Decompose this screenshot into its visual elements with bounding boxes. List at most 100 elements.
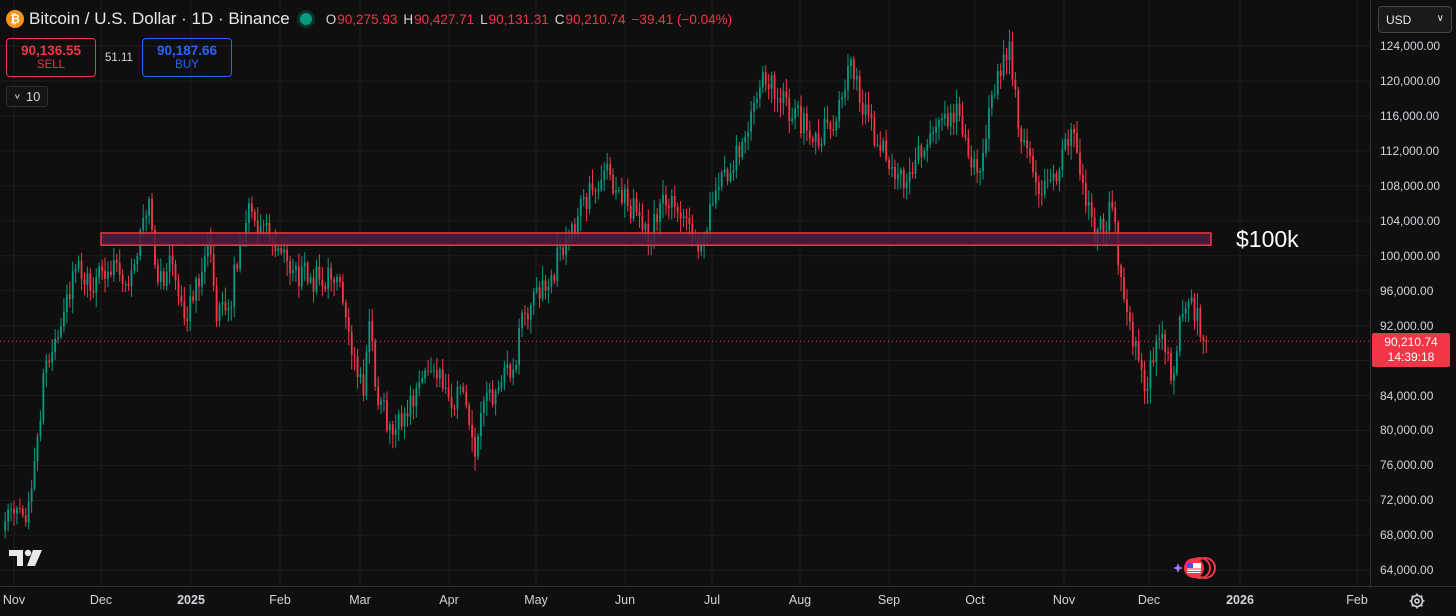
- candle-body: [1126, 299, 1128, 313]
- candle-body: [1187, 302, 1190, 309]
- candle: [926, 138, 929, 163]
- currency-selector[interactable]: USD ∨: [1378, 6, 1452, 33]
- candle: [758, 79, 761, 108]
- candle: [1108, 191, 1111, 240]
- candle-body: [665, 194, 667, 206]
- candle-body: [1090, 202, 1093, 218]
- candle-body: [1032, 156, 1034, 172]
- candle: [952, 103, 955, 135]
- candle-body: [89, 273, 92, 291]
- last-price-tag: 90,210.74 14:39:18: [1372, 333, 1450, 367]
- order-quantity-dropdown[interactable]: ∨ 10: [6, 86, 48, 107]
- time-tick-label: Dec: [89, 593, 113, 607]
- candle-body: [623, 188, 626, 203]
- support-resistance-zone-100k[interactable]: [100, 232, 1212, 246]
- candle-body: [359, 374, 362, 378]
- candle-body: [250, 203, 253, 212]
- price-tick-label: 112,000.00: [1380, 143, 1440, 158]
- candle-body: [753, 102, 755, 112]
- candle: [330, 262, 333, 292]
- candle-body: [130, 270, 133, 287]
- candle: [506, 350, 509, 376]
- candle-body: [932, 132, 935, 134]
- candle-body: [985, 138, 987, 154]
- chart-pane[interactable]: ₿ Bitcoin / U.S. Dollar · 1D · Binance O…: [0, 0, 1370, 586]
- buy-button[interactable]: 90,187.66 BUY: [142, 38, 232, 77]
- candle: [879, 131, 882, 158]
- candle-body: [45, 360, 48, 373]
- candle-body: [855, 76, 858, 80]
- candle: [741, 138, 744, 160]
- candle-body: [227, 308, 230, 311]
- candle-body: [888, 159, 891, 169]
- candlestick-chart[interactable]: [0, 0, 1370, 586]
- candle: [447, 373, 450, 402]
- sell-button[interactable]: 90,136.55 SELL: [6, 38, 96, 77]
- candle: [847, 54, 849, 101]
- candle-body: [835, 121, 838, 131]
- candle-body: [1061, 149, 1064, 170]
- candle-body: [597, 189, 600, 192]
- candle: [612, 168, 614, 196]
- candle-body: [151, 198, 153, 230]
- candle-body: [474, 437, 476, 457]
- candle-body: [377, 386, 380, 406]
- candle: [48, 353, 51, 368]
- candle: [823, 107, 826, 147]
- candle-body: [450, 396, 453, 408]
- candle: [1067, 129, 1070, 156]
- candle-body: [1067, 139, 1070, 146]
- candle: [673, 185, 676, 218]
- candle-body: [941, 118, 943, 121]
- candle-body: [112, 260, 115, 276]
- candle-body: [224, 302, 227, 311]
- candle: [494, 388, 497, 416]
- price-axis[interactable]: USD ∨ 124,000.00 120,000.00 116,000.00 112,…: [1370, 0, 1456, 586]
- candle-body: [233, 264, 236, 307]
- candle: [579, 195, 582, 232]
- price-tick-label: 84,000.00: [1380, 388, 1434, 403]
- candle-body: [1137, 341, 1140, 361]
- candle: [359, 367, 362, 384]
- candle: [1131, 312, 1134, 356]
- symbol-title[interactable]: Bitcoin / U.S. Dollar · 1D · Binance: [29, 9, 290, 28]
- candle: [421, 370, 424, 385]
- candle-body: [1035, 171, 1037, 183]
- candle-body: [212, 254, 215, 287]
- candle: [882, 137, 885, 153]
- candle: [30, 479, 33, 513]
- candle: [1193, 292, 1196, 330]
- candle-body: [738, 145, 741, 158]
- candle-body: [976, 159, 979, 173]
- gear-icon[interactable]: [1408, 592, 1426, 610]
- candle: [1178, 314, 1181, 357]
- market-status-icon[interactable]: [299, 13, 312, 25]
- candle-body: [321, 279, 324, 287]
- candle-body: [612, 174, 614, 194]
- candle-body: [571, 224, 573, 238]
- candle: [1064, 132, 1067, 152]
- candle-body: [882, 140, 885, 151]
- candle-body: [1146, 388, 1149, 392]
- candle: [1023, 128, 1026, 147]
- candle-body: [756, 98, 758, 103]
- last-price-value: 90,210.74: [1384, 335, 1438, 349]
- candle-body: [993, 94, 996, 96]
- candle-body: [814, 133, 817, 142]
- candle: [597, 181, 600, 200]
- candle: [529, 302, 532, 334]
- candle-body: [86, 273, 89, 285]
- candle: [1152, 347, 1155, 367]
- time-axis[interactable]: Nov Dec 2025 Feb Mar Apr May Jun Jul Aug Sep Oct Nov…: [0, 586, 1456, 616]
- candle: [371, 309, 374, 352]
- buy-label: BUY: [175, 58, 199, 71]
- bitcoin-icon[interactable]: ₿: [6, 10, 24, 28]
- candle: [500, 375, 503, 392]
- candle-body: [156, 264, 159, 282]
- annotation-text[interactable]: $100k: [1236, 226, 1299, 252]
- tradingview-logo-icon[interactable]: [9, 546, 45, 570]
- candle: [1175, 345, 1178, 377]
- us-flag-events-icon[interactable]: [1172, 556, 1218, 580]
- candle: [189, 284, 192, 332]
- ohlc-legend: O 90,275.93 H 90,427.71 L 90,131.31 C 90…: [326, 12, 738, 27]
